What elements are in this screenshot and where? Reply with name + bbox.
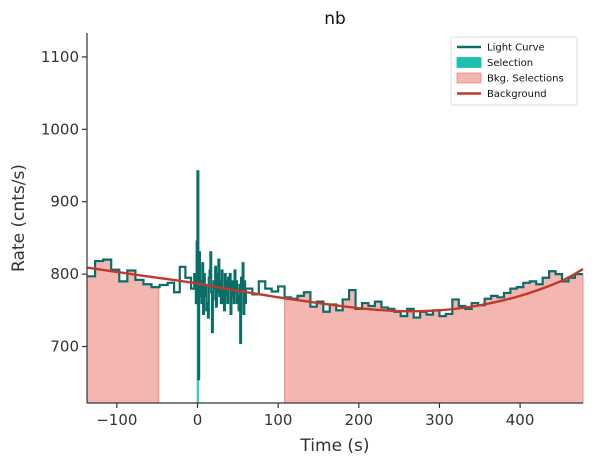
legend-item: Selection [456,57,533,69]
background-series [86,266,584,313]
tick-labels: −100 0 100 200 300 400 700 800 900 1000 1100 [41,48,535,429]
legend-label: Selection [487,58,533,69]
y-tick-label: 800 [50,265,79,283]
x-tick-label: 400 [506,411,535,429]
x-axis-label: Time (s) [299,436,369,456]
legend-item: Background [457,89,547,100]
legend-item: Bkg. Selections [456,72,564,85]
x-tick-label: 100 [264,411,293,429]
y-tick-label: 900 [50,193,79,211]
legend-label: Light Curve [487,43,545,54]
x-tick-label: 200 [344,411,373,429]
chart-title: nb [324,9,346,29]
legend-patch-swatch [456,57,482,68]
background-selections [86,259,584,404]
y-tick-label: 1100 [41,48,79,66]
light-curve-series [87,170,583,381]
legend-label: Bkg. Selections [487,74,564,85]
x-tick-label: 300 [425,411,454,429]
legend-item: Light Curve [457,43,545,54]
legend-patch-swatch [456,72,482,84]
x-tick-label: 0 [193,411,203,429]
axes [82,33,583,408]
legend-box [450,36,578,106]
light-curve-line [87,170,583,381]
legend-label: Background [487,89,547,100]
background-curve-line [86,266,584,313]
y-tick-label: 700 [50,338,79,356]
x-tick-label: −100 [96,411,137,429]
y-axis-label: Rate (cnts/s) [9,164,29,272]
y-tick-label: 1000 [41,120,79,138]
legend: Light Curve Selection Bkg. Selections Backg… [450,36,578,106]
